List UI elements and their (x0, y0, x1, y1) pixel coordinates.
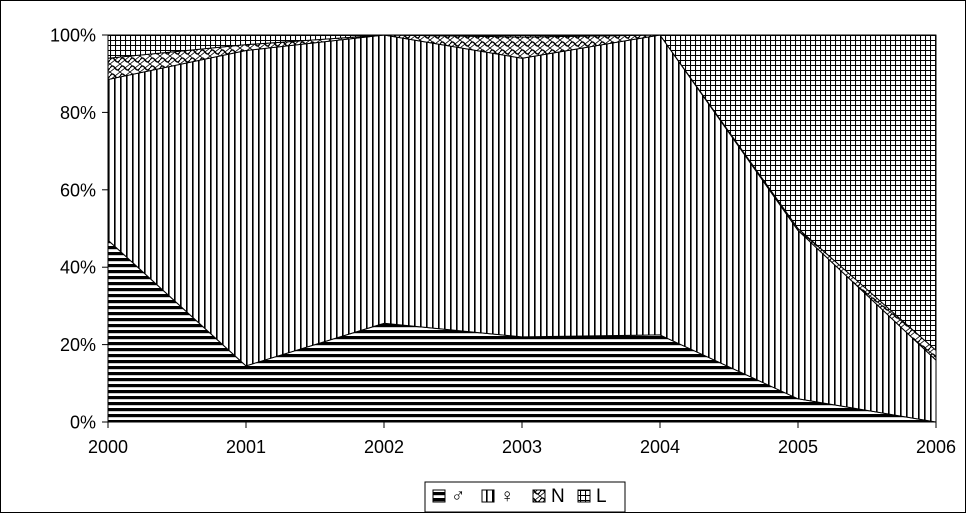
area-series-3 (107, 34, 937, 351)
series-areas (107, 34, 937, 423)
y-axis: 0% 20% 40% 60% 80% 100% (50, 26, 109, 433)
legend-item-3: L (577, 486, 607, 507)
x-tick-label: 2005 (778, 437, 818, 457)
x-tick-label: 2000 (88, 437, 128, 457)
legend-box (424, 481, 626, 513)
y-tick-label: 0% (70, 413, 96, 433)
legend-item-0: ♂ (432, 486, 465, 507)
legend-label-3: L (596, 486, 607, 507)
legend-item-2: N (532, 486, 565, 507)
legend-swatch-horizontal-stripes (432, 489, 446, 503)
x-tick-label: 2006 (916, 437, 956, 457)
legend: ♂ ♀ N L (424, 481, 626, 513)
legend-item-1: ♀ (481, 486, 514, 507)
y-tick-label: 40% (60, 258, 96, 278)
x-tick-label: 2003 (502, 437, 542, 457)
legend-swatch-vertical-stripes (481, 489, 495, 503)
legend-swatch-wavy-crosshatch (532, 489, 546, 503)
y-tick-label: 20% (60, 335, 96, 355)
x-tick-label: 2004 (640, 437, 680, 457)
y-tick-label: 80% (60, 103, 96, 123)
legend-label-0: ♂ (451, 486, 465, 507)
x-tick-label: 2001 (226, 437, 266, 457)
y-tick-label: 100% (50, 26, 96, 46)
legend-label-2: N (551, 486, 565, 507)
y-tick-label: 60% (60, 180, 96, 200)
legend-swatch-grid (577, 489, 591, 503)
legend-label-1: ♀ (500, 486, 514, 507)
x-tick-label: 2002 (364, 437, 404, 457)
x-axis: 2000 2001 2002 2003 2004 2005 2006 (88, 421, 956, 457)
